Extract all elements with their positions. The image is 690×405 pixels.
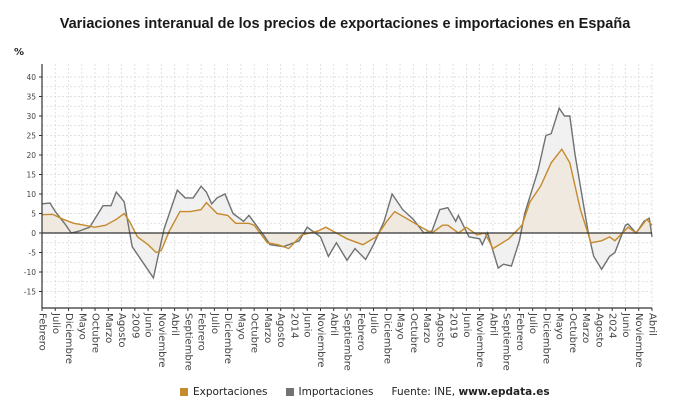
x-tick-label: Marzo (421, 313, 432, 343)
x-tick-label: Mayo (76, 313, 87, 340)
y-tick-label: -5 (29, 249, 37, 258)
x-tick-label: Noviembre (315, 313, 326, 368)
x-tick-label: Agosto (275, 313, 286, 348)
x-tick-label: Julio (50, 312, 61, 334)
y-tick-label: 40 (26, 73, 36, 82)
x-tick-label: Marzo (580, 313, 591, 343)
x-tick-label: Noviembre (156, 313, 167, 368)
legend-item-exportaciones[interactable]: Exportaciones (180, 386, 268, 398)
x-tick-label: Junio (302, 312, 313, 338)
x-tick-label: Febrero (355, 313, 366, 351)
importaciones-swatch (285, 388, 294, 396)
y-tick-label: 20 (26, 151, 36, 160)
x-tick-label: Mayo (554, 313, 565, 340)
y-tick-label: 0 (31, 229, 36, 238)
x-tick-label: Junio (143, 312, 154, 338)
x-tick-label: Diciembre (222, 313, 233, 364)
x-tick-label: Mayo (235, 313, 246, 340)
legend-label: Importaciones (298, 386, 374, 398)
x-tick-label: Octubre (249, 313, 260, 353)
source-prefix: Fuente: INE, (391, 386, 459, 398)
y-tick-label: 30 (26, 112, 36, 121)
x-tick-label: Abril (169, 313, 180, 336)
y-tick-label: 10 (26, 190, 36, 199)
x-tick-label: 2014 (288, 313, 299, 338)
x-tick-label: Marzo (103, 313, 114, 343)
legend: Exportaciones Importaciones Fuente: INE,… (180, 386, 550, 398)
x-tick-label: Diciembre (63, 313, 74, 364)
x-tick-label: Septiembre (342, 313, 353, 371)
x-tick-label: Junio (461, 312, 472, 338)
x-tick-label: Julio (209, 312, 220, 334)
x-tick-label: Agosto (116, 313, 127, 348)
x-tick-label: Agosto (434, 313, 445, 348)
x-tick-label: Julio (527, 312, 538, 334)
y-tick-label: 25 (26, 132, 36, 141)
source-note: Fuente: INE, www.epdata.es (392, 386, 550, 398)
x-tick-label: Diciembre (540, 313, 551, 364)
x-tick-label: Febrero (196, 313, 207, 351)
legend-label: Exportaciones (193, 386, 268, 398)
x-tick-label: 2019 (448, 313, 459, 338)
line-exportaciones (41, 147, 653, 254)
line-importaciones (41, 106, 653, 280)
y-tick-label: 35 (26, 93, 36, 102)
area-exportaciones (42, 149, 652, 253)
x-tick-label: Febrero (514, 313, 525, 351)
x-tick-label: 2024 (607, 313, 618, 338)
x-tick-label: Agosto (593, 313, 604, 348)
x-tick-label: Noviembre (474, 313, 485, 368)
legend-item-importaciones[interactable]: Importaciones (285, 386, 374, 398)
x-tick-label: Abril (328, 313, 339, 336)
x-tick-label: Junio (620, 312, 631, 338)
y-tick-label: 5 (31, 210, 36, 219)
x-tick-label: Octubre (408, 313, 419, 353)
source-link[interactable]: www.epdata.es (458, 386, 550, 398)
x-tick-label: Marzo (262, 313, 273, 343)
x-tick-label: Noviembre (633, 313, 644, 368)
x-tick-label: Septiembre (501, 313, 512, 371)
y-tick-label: -15 (24, 288, 36, 297)
y-axis-label: % (14, 47, 25, 58)
x-tick-label: Mayo (395, 313, 406, 340)
x-tick-label: Octubre (90, 313, 101, 353)
exportaciones-swatch (180, 388, 188, 396)
x-tick-label: Julio (368, 312, 379, 334)
y-tick-label: -10 (24, 268, 36, 277)
chart-title: Variaciones interanual de los precios de… (59, 16, 631, 32)
x-tick-label: Abril (487, 313, 498, 336)
x-tick-label: Diciembre (381, 313, 392, 364)
x-tick-label: Octubre (567, 313, 578, 353)
x-tick-label: Septiembre (182, 313, 193, 371)
x-tick-label: Abril (647, 313, 658, 336)
x-tick-label: 2009 (129, 313, 140, 338)
y-tick-label: 15 (26, 171, 36, 180)
x-tick-label: Febrero (37, 313, 48, 351)
